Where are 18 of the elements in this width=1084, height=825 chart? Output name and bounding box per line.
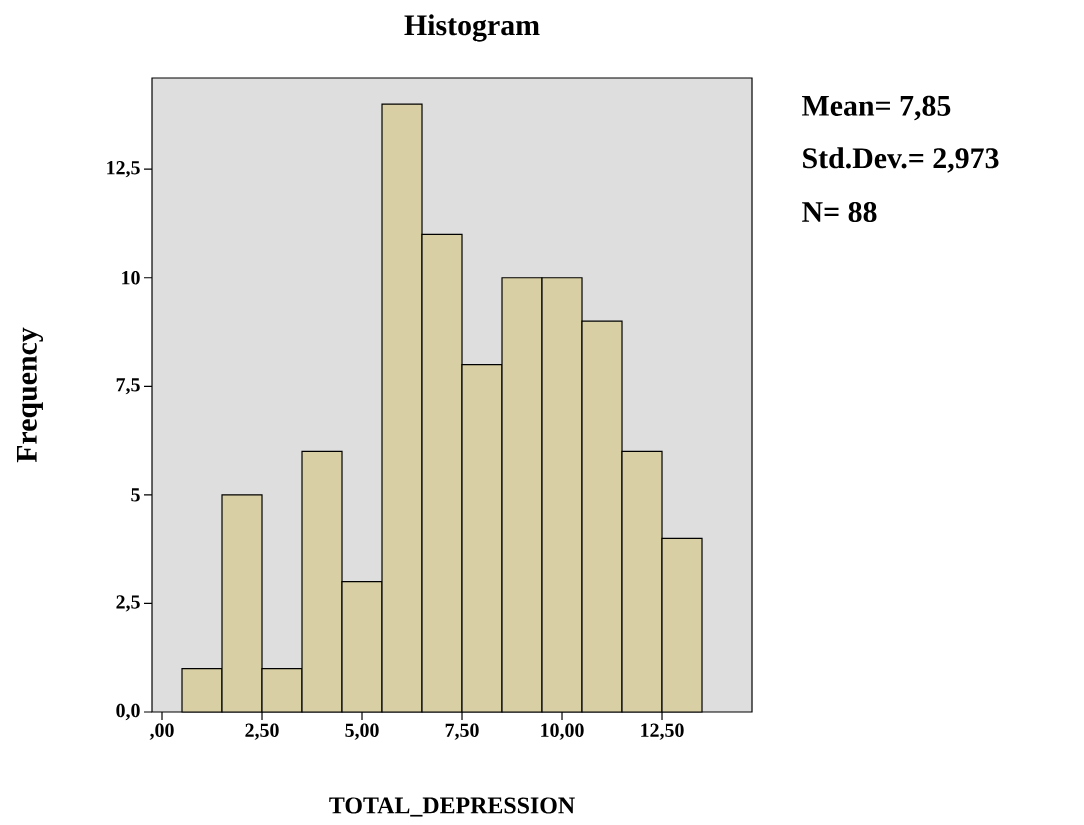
x-tick-label: 10,00 — [541, 723, 584, 740]
y-tick-label: 2,5 — [116, 595, 140, 612]
x-tick-label: 12,50 — [641, 723, 684, 740]
chart-title: Histogram — [404, 14, 540, 42]
y-tick-label: 12,5 — [107, 161, 140, 178]
x-axis-title: TOTAL_DEPRESSION — [329, 797, 575, 817]
y-tick-label: 7,5 — [116, 378, 140, 395]
x-tick-label: 2,50 — [245, 723, 279, 740]
y-axis-title: Frequency — [16, 327, 44, 463]
text: Mean= 7,85 — [802, 95, 951, 121]
x-tick-label: ,00 — [149, 723, 174, 740]
y-tick-label: 5 — [131, 488, 140, 502]
text: Std.Dev.= 2,973 — [803, 147, 999, 173]
y-tick-label: 0,0 — [116, 703, 140, 721]
text: N= 88 — [802, 201, 877, 223]
x-tick-label: 7,50 — [445, 723, 479, 740]
x-tick-label: 5,00 — [345, 723, 379, 740]
y-tick-label: 10 — [122, 271, 140, 285]
